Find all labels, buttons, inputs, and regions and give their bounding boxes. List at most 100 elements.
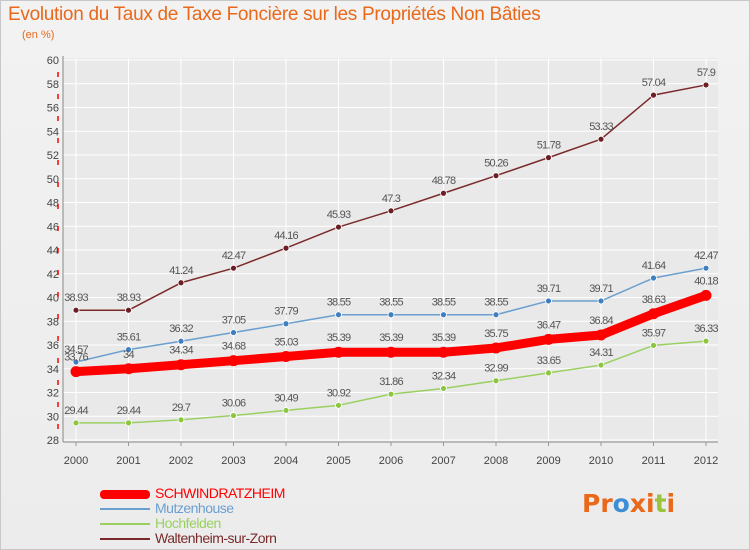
data-label: 47.3 bbox=[382, 193, 401, 205]
data-label: 35.39 bbox=[379, 332, 403, 344]
legend-swatch bbox=[100, 538, 150, 540]
legend: SCHWINDRATZHEIM Mutzenhouse Hochfelden W… bbox=[100, 486, 340, 546]
data-label: 34 bbox=[123, 349, 134, 361]
data-point bbox=[123, 363, 134, 375]
x-tick-label: 2000 bbox=[64, 455, 88, 467]
data-label: 38.93 bbox=[117, 292, 141, 304]
data-point bbox=[335, 311, 342, 319]
legend-item: Hochfelden bbox=[100, 516, 340, 531]
data-label: 35.39 bbox=[432, 332, 456, 344]
data-point bbox=[333, 346, 344, 358]
legend-label: Hochfelden bbox=[155, 515, 221, 531]
legend-item: Waltenheim-sur-Zorn bbox=[100, 531, 340, 546]
data-label: 50.26 bbox=[484, 158, 508, 170]
data-point bbox=[440, 385, 447, 392]
x-tick-label: 2007 bbox=[431, 455, 455, 467]
data-label: 29.44 bbox=[117, 405, 141, 417]
x-tick-label: 2005 bbox=[326, 455, 350, 467]
data-point bbox=[440, 311, 447, 319]
data-label: 34.57 bbox=[64, 344, 88, 356]
data-label: 33.76 bbox=[64, 352, 88, 364]
y-tick-label: 40 bbox=[47, 293, 59, 305]
data-point bbox=[387, 207, 395, 215]
data-point bbox=[492, 377, 500, 385]
data-point bbox=[597, 135, 605, 143]
data-point bbox=[545, 154, 552, 162]
data-label: 57.04 bbox=[642, 77, 666, 89]
x-tick-label: 2002 bbox=[169, 455, 193, 467]
data-label: 34.34 bbox=[169, 345, 193, 357]
y-tick-label: 38 bbox=[47, 316, 59, 328]
data-label: 32.34 bbox=[432, 370, 456, 382]
data-point bbox=[492, 172, 500, 180]
data-label: 57.9 bbox=[697, 67, 716, 79]
y-tick-label: 34 bbox=[47, 364, 59, 376]
data-label: 45.93 bbox=[327, 209, 351, 221]
y-tick-label: 56 bbox=[47, 103, 59, 115]
data-label: 36.84 bbox=[589, 315, 613, 327]
chart-title: Evolution du Taux de Taxe Foncière sur l… bbox=[8, 4, 541, 25]
data-label: 35.75 bbox=[484, 328, 508, 340]
y-tick-label: 54 bbox=[47, 126, 59, 138]
x-tick-label: 2011 bbox=[642, 455, 666, 467]
data-point bbox=[702, 81, 710, 89]
data-point bbox=[650, 91, 657, 99]
logo-letter: r bbox=[600, 489, 613, 518]
y-tick-label: 28 bbox=[47, 435, 59, 447]
data-point bbox=[702, 264, 710, 272]
data-label: 38.55 bbox=[327, 297, 351, 309]
x-tick-label: 2004 bbox=[274, 455, 298, 467]
data-label: 42.47 bbox=[222, 250, 246, 262]
data-label: 37.79 bbox=[274, 306, 298, 318]
data-label: 33.65 bbox=[537, 355, 561, 367]
data-label: 36.47 bbox=[537, 319, 561, 331]
legend-label: Waltenheim-sur-Zorn bbox=[155, 530, 277, 546]
data-point bbox=[335, 401, 342, 409]
data-point bbox=[175, 359, 187, 371]
data-point bbox=[492, 311, 500, 319]
data-label: 38.93 bbox=[64, 292, 88, 304]
legend-label: Mutzenhouse bbox=[155, 500, 234, 516]
data-point bbox=[702, 337, 710, 345]
x-tick-label: 2012 bbox=[694, 455, 718, 467]
data-point bbox=[70, 366, 82, 378]
data-label: 41.64 bbox=[642, 260, 666, 272]
y-tick-label: 32 bbox=[47, 388, 59, 400]
data-label: 39.71 bbox=[589, 283, 613, 295]
x-tick-label: 2001 bbox=[116, 455, 140, 467]
data-label: 39.71 bbox=[537, 283, 561, 295]
data-point bbox=[387, 311, 395, 319]
data-label: 35.97 bbox=[642, 327, 666, 339]
data-label: 32.99 bbox=[484, 363, 508, 375]
legend-label: SCHWINDRATZHEIM bbox=[155, 485, 285, 501]
data-label: 30.49 bbox=[274, 392, 298, 404]
data-label: 30.06 bbox=[222, 398, 246, 410]
legend-swatch bbox=[100, 508, 150, 510]
data-point bbox=[387, 390, 395, 398]
logo-letter: i bbox=[666, 489, 676, 518]
data-label: 41.24 bbox=[169, 265, 193, 277]
data-label: 36.33 bbox=[694, 323, 718, 335]
data-point bbox=[280, 351, 292, 363]
data-point bbox=[700, 289, 712, 301]
data-label: 44.16 bbox=[274, 230, 298, 242]
data-point bbox=[228, 355, 239, 367]
logo-letter: i bbox=[646, 489, 655, 518]
unit-label: (en %) bbox=[22, 29, 55, 41]
x-tick-label: 2006 bbox=[379, 455, 403, 467]
legend-item: SCHWINDRATZHEIM bbox=[100, 486, 340, 501]
data-label: 53.33 bbox=[589, 121, 613, 133]
data-point bbox=[125, 306, 132, 314]
x-tick-label: 2010 bbox=[589, 455, 613, 467]
data-point bbox=[648, 308, 659, 320]
data-label: 38.55 bbox=[484, 297, 508, 309]
x-tick-label: 2003 bbox=[221, 455, 245, 467]
y-tick-label: 36 bbox=[47, 340, 59, 352]
data-label: 29.44 bbox=[64, 405, 88, 417]
data-point bbox=[282, 320, 290, 328]
legend-swatch bbox=[100, 523, 150, 525]
legend-swatch bbox=[100, 490, 150, 499]
data-point bbox=[335, 223, 342, 231]
data-point bbox=[595, 329, 607, 341]
data-point bbox=[230, 329, 237, 336]
